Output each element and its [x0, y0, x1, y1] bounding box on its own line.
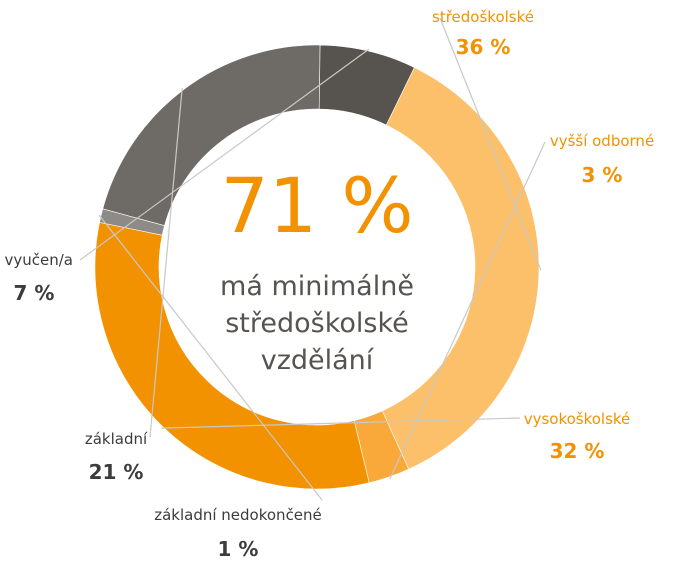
center-line-1: má minimálně — [220, 271, 414, 302]
slice-value: 21 % — [89, 460, 144, 484]
leader-line — [149, 88, 183, 438]
slice-value: 36 % — [456, 35, 511, 59]
leader-line — [79, 48, 370, 261]
slice-label: základní nedokončené — [154, 506, 322, 524]
donut-slice — [318, 44, 415, 126]
slice-value: 3 % — [582, 163, 623, 187]
slice-label: základní — [85, 430, 148, 448]
center-summary: 71 % má minimálně středoškolské vzdělání — [220, 161, 414, 376]
leader-lines — [79, 17, 546, 501]
leader-line — [389, 141, 546, 480]
leader-line — [98, 214, 323, 501]
center-line-3: vzdělání — [261, 345, 375, 376]
slice-value: 1 % — [218, 537, 259, 561]
center-value: 71 % — [220, 161, 413, 250]
slice-value: 7 % — [14, 281, 55, 305]
slice-label: vyučen/a — [5, 251, 74, 269]
slice-value: 32 % — [550, 439, 605, 463]
center-line-2: středoškolské — [225, 308, 409, 339]
slice-labels: středoškolské 36 % vyšší odborné 3 % vysokoš… — [5, 8, 655, 561]
slice-label: vysokoškolské — [524, 410, 631, 428]
donut-slices — [94, 44, 540, 490]
slice-label: středoškolské — [432, 8, 534, 26]
slice-label: vyšší odborné — [550, 132, 654, 150]
leader-line — [439, 17, 542, 271]
donut-slice — [381, 67, 540, 470]
leader-line — [161, 417, 521, 429]
